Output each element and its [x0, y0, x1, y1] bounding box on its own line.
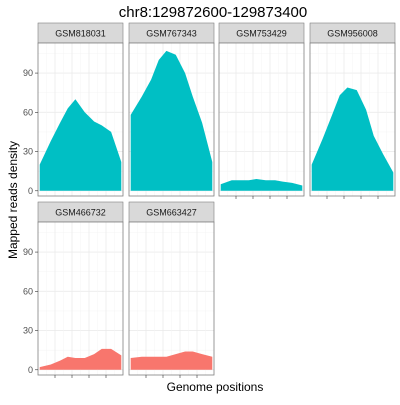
panel-border	[218, 42, 305, 197]
y-tick-label: 60	[23, 107, 33, 117]
area-series	[39, 99, 122, 191]
facet-strip-label: GSM753429	[236, 29, 287, 39]
panel-grid	[219, 43, 304, 196]
facet-strip-label: GSM956008	[327, 29, 378, 39]
y-tick-label: 90	[23, 247, 33, 257]
facet-panel: GSM753429	[218, 22, 305, 199]
facet-panel: GSM466732 0 30 60 90	[23, 201, 124, 378]
y-tick-label: 0	[28, 365, 33, 375]
panel-border	[128, 42, 215, 197]
area-series	[130, 351, 213, 370]
facet-panel: GSM663427	[128, 201, 215, 378]
y-axis-title: Mapped reads density	[6, 141, 20, 259]
y-tick-label: 30	[23, 326, 33, 336]
area-series	[130, 50, 213, 191]
area-series	[220, 179, 303, 191]
y-tick-label: 90	[23, 68, 33, 78]
panel-grid	[129, 222, 214, 375]
x-axis-title: Genome positions	[167, 380, 264, 394]
facet-strip-label: GSM466732	[55, 208, 106, 218]
facet-strip-label: GSM818031	[55, 29, 106, 39]
area-series	[39, 348, 122, 370]
facet-strip-label: GSM767343	[146, 29, 197, 39]
y-tick-label: 60	[23, 286, 33, 296]
facet-strip-label: GSM663427	[146, 208, 197, 218]
facet-panel: GSM956008	[309, 22, 396, 199]
panel-border	[309, 42, 396, 197]
panel-border	[128, 221, 215, 376]
y-tick-label: 0	[28, 186, 33, 196]
panel-border	[37, 42, 124, 197]
panel-border	[37, 221, 124, 376]
facet-panel: GSM818031 0 30 60 90	[23, 22, 124, 197]
chart-title: chr8:129872600-129873400	[119, 4, 308, 21]
facet-panels: GSM818031 0 30 60 90 GSM767343 GSM753429 GSM956…	[23, 22, 396, 378]
area-series	[311, 87, 394, 191]
panel-grid	[38, 222, 123, 375]
y-tick-label: 30	[23, 147, 33, 157]
facet-panel: GSM767343	[128, 22, 215, 197]
